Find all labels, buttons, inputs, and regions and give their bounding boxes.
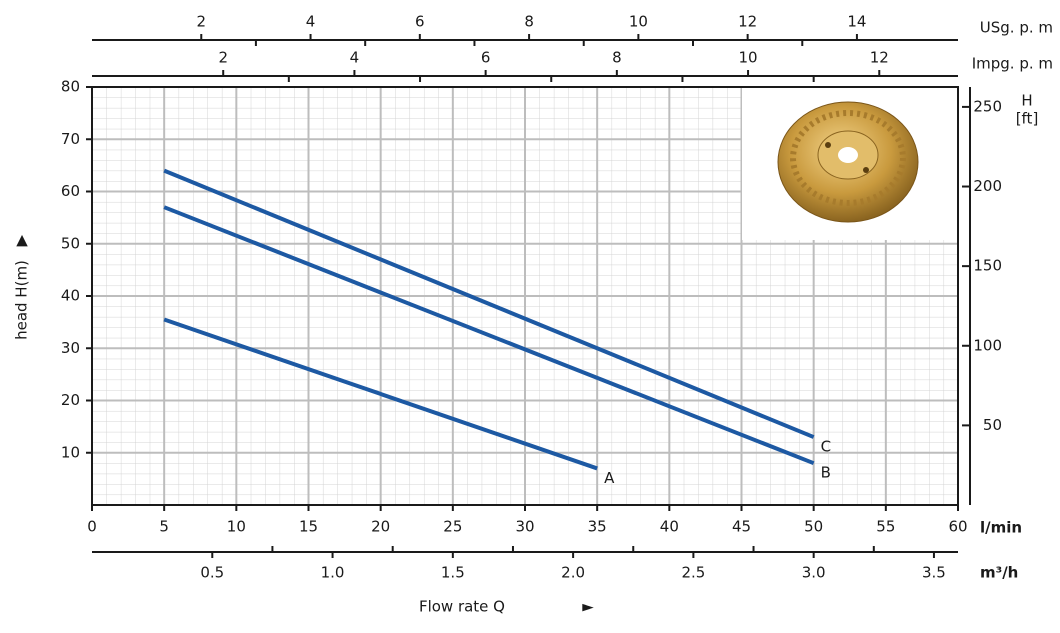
top-axis-title: USg. p. m [980,19,1053,37]
x-tick-label: 35 [588,518,607,536]
series-label: C [821,438,831,456]
x-tick-label: 55 [876,518,895,536]
y-axis-title: head H(m) [13,260,31,340]
series-label: A [604,469,615,487]
y-tick-label: 50 [61,234,80,252]
top-tick-label: 14 [847,13,866,31]
bottom-tick-label: 1.5 [441,564,465,582]
y-tick-label: 60 [61,182,80,200]
series-line [163,317,598,471]
top-tick-label: 6 [415,13,425,31]
bottom-axis-title: m³/h [980,564,1018,582]
y-tick-label: 30 [61,339,80,357]
x-tick-label: 25 [443,518,462,536]
series-line [163,205,815,466]
top-tick-label: 2 [218,49,228,67]
x-tick-label: 10 [227,518,246,536]
top-tick-label: 12 [738,13,757,31]
top-tick-label: 12 [870,49,889,67]
series-label: B [821,464,831,482]
y-tick-label: 10 [61,443,80,461]
impeller-image [777,101,919,223]
x-tick-label: 0 [87,518,97,536]
bottom-tick-label: 1.0 [321,564,345,582]
y2-unit: [ft] [1016,110,1039,128]
top-tick-label: 4 [350,49,360,67]
y2-tick-label: 50 [983,416,1002,434]
y2-tick-label: 100 [973,336,1002,354]
top-tick-label: 6 [481,49,491,67]
bottom-tick-label: 2.0 [561,564,585,582]
y-tick-label: 40 [61,287,80,305]
top-tick-label: 8 [524,13,534,31]
x-tick-label: 30 [515,518,534,536]
top-tick-label: 2 [197,13,207,31]
x-tick-label: 15 [299,518,318,536]
top-axis-title: Impg. p. m [972,55,1053,73]
y-tick-label: 70 [61,130,80,148]
x-axis-title: Flow rate Q [419,598,505,616]
bottom-tick-label: 0.5 [200,564,224,582]
y2-tick-label: 200 [973,177,1002,195]
bottom-tick-label: 2.5 [681,564,705,582]
y2-tick-label: 150 [973,257,1002,275]
top-tick-label: 4 [306,13,316,31]
x-tick-label: 45 [732,518,751,536]
x-tick-label: 20 [371,518,390,536]
bottom-tick-label: 3.0 [802,564,826,582]
x-tick-label: 50 [804,518,823,536]
y2-tick-label: 250 [973,97,1002,115]
y-axis-arrow: ▲ [16,231,28,249]
series-line [163,168,815,439]
x-unit: l/min [980,519,1022,537]
marks [163,168,815,471]
x-tick-label: 40 [660,518,679,536]
x-tick-label: 5 [159,518,169,536]
top-tick-label: 10 [739,49,758,67]
x-axis-arrow: ► [582,598,594,616]
y2-axis-title: H [1021,92,1032,110]
bottom-tick-label: 3.5 [922,564,946,582]
top-tick-label: 10 [629,13,648,31]
y-tick-label: 20 [61,391,80,409]
x-tick-label: 60 [948,518,967,536]
y-tick-label: 80 [61,78,80,96]
top-tick-label: 8 [612,49,622,67]
